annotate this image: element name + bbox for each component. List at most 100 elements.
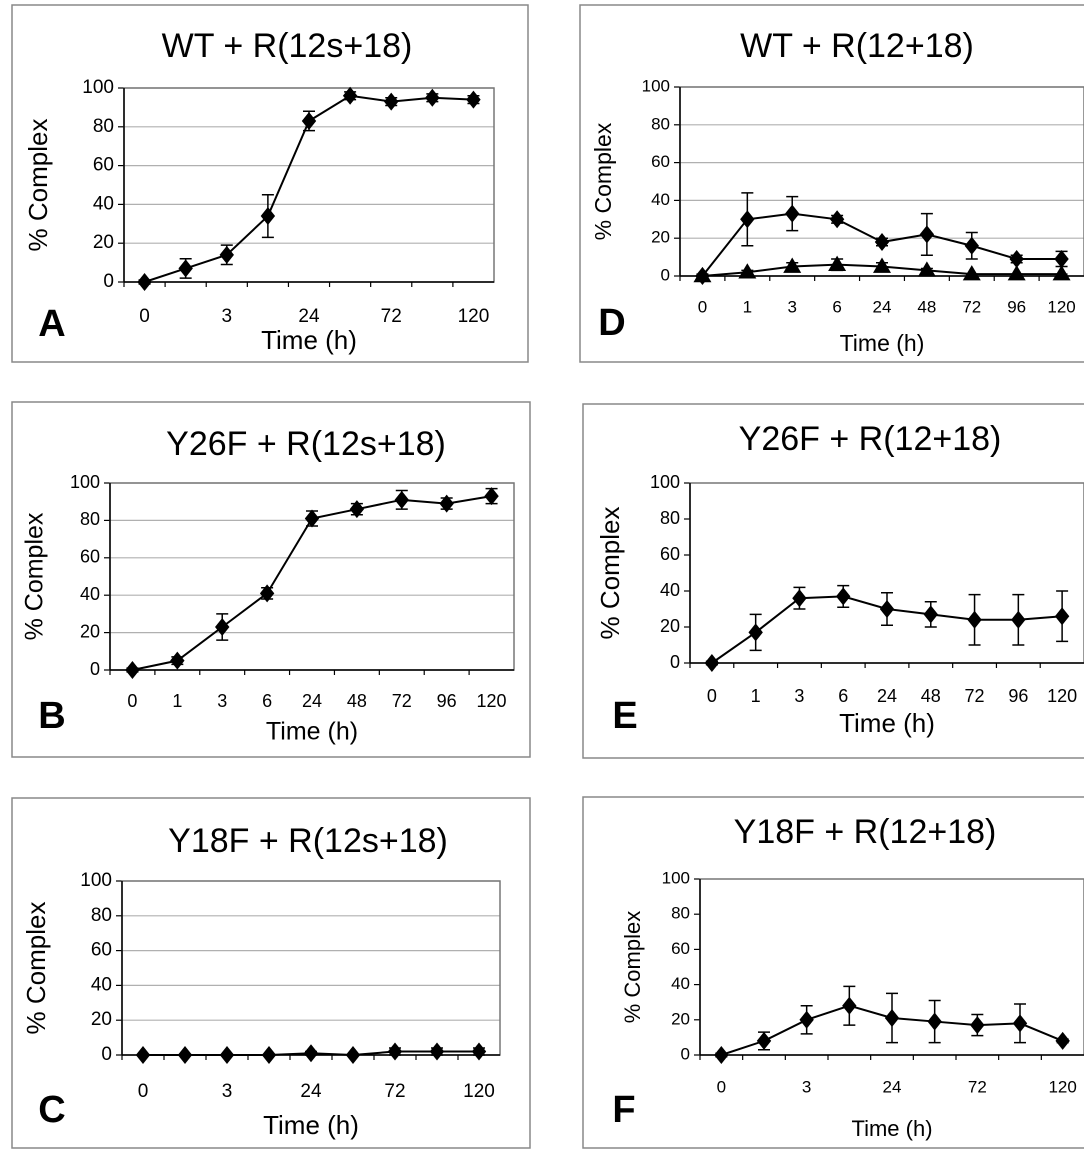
- panel: Y18F + R(12s+18) C Time (h) % Complex 0 20 40 6…: [11, 797, 531, 1149]
- y-tick-label: 80: [91, 905, 112, 926]
- y-tick-label: 0: [661, 265, 670, 284]
- x-tick-label: 3: [794, 686, 804, 706]
- data-point: [466, 90, 481, 109]
- y-tick-label: 40: [671, 974, 690, 993]
- x-tick-label: 0: [707, 686, 717, 706]
- y-tick-label: 20: [93, 232, 114, 253]
- data-point: [917, 261, 936, 277]
- data-point: [799, 1010, 814, 1029]
- y-tick-label: 100: [642, 76, 670, 95]
- x-tick-label: 0: [138, 1081, 149, 1102]
- y-tick-label: 100: [650, 472, 680, 492]
- data-point: [345, 1046, 361, 1064]
- y-axis-label: % Complex: [21, 512, 49, 640]
- panel: Y18F + R(12+18) F Time (h) % Complex 0 20 40 60…: [582, 796, 1084, 1149]
- chart-title: WT + R(12+18): [740, 27, 974, 65]
- data-point: [964, 236, 979, 255]
- data-point: [177, 1046, 193, 1064]
- data-point: [429, 1042, 445, 1061]
- x-tick-label: 120: [1048, 1077, 1076, 1096]
- x-tick-label: 0: [127, 691, 137, 711]
- y-axis-label: % Complex: [590, 122, 616, 240]
- data-point: [740, 210, 755, 229]
- data-point: [738, 263, 757, 279]
- data-point: [125, 661, 140, 679]
- data-point: [260, 207, 276, 226]
- plot-frame: [121, 880, 501, 1056]
- chart-title: WT + R(12s+18): [162, 27, 413, 65]
- data-point: [215, 617, 230, 636]
- data-point: [919, 225, 935, 244]
- x-tick-label: 120: [1047, 686, 1077, 706]
- data-point: [1011, 610, 1026, 629]
- x-tick-label: 120: [458, 306, 490, 327]
- y-tick-label: 20: [80, 621, 100, 641]
- y-tick-label: 40: [651, 190, 670, 209]
- x-tick-label: 48: [917, 297, 936, 316]
- data-point: [962, 265, 981, 281]
- data-point: [137, 273, 152, 291]
- y-tick-label: 80: [93, 116, 114, 137]
- x-tick-label: 72: [392, 691, 412, 711]
- data-point: [304, 509, 320, 528]
- data-point: [471, 1042, 487, 1061]
- x-tick-label: 0: [698, 297, 707, 316]
- data-point: [874, 232, 890, 251]
- data-point: [303, 1044, 319, 1063]
- x-axis-label: Time (h): [261, 325, 357, 355]
- data-point: [785, 204, 800, 223]
- data-point: [301, 111, 317, 130]
- y-tick-label: 60: [660, 544, 680, 564]
- chart-title: Y26F + R(12s+18): [166, 425, 446, 463]
- data-point: [714, 1046, 729, 1064]
- y-tick-label: 60: [80, 547, 100, 567]
- x-tick-label: 6: [838, 686, 848, 706]
- y-tick-label: 20: [651, 228, 670, 247]
- data-point: [261, 1046, 277, 1064]
- data-point: [836, 587, 851, 606]
- y-tick-label: 0: [101, 1044, 112, 1065]
- data-point: [1055, 1031, 1070, 1050]
- x-tick-label: 24: [298, 306, 320, 327]
- x-tick-label: 72: [962, 297, 981, 316]
- data-point: [1054, 607, 1070, 626]
- x-tick-label: 3: [787, 297, 796, 316]
- panel: Y26F + R(12s+18) B Time (h) % Complex 0 20 40 6…: [11, 401, 531, 758]
- x-axis-label: Time (h): [263, 1110, 359, 1140]
- y-tick-label: 60: [671, 939, 690, 958]
- y-tick-label: 100: [80, 870, 112, 891]
- panel-frame: [11, 401, 531, 758]
- data-point: [1007, 265, 1026, 281]
- data-point: [1012, 1014, 1028, 1033]
- data-point: [170, 651, 185, 670]
- x-tick-label: 24: [877, 686, 897, 706]
- y-tick-label: 40: [91, 974, 112, 995]
- x-tick-label: 24: [302, 691, 322, 711]
- x-tick-label: 120: [463, 1081, 495, 1102]
- x-tick-label: 24: [300, 1081, 322, 1102]
- y-tick-label: 100: [82, 77, 114, 98]
- data-point: [748, 623, 763, 642]
- panel-label: C: [38, 1089, 65, 1131]
- y-tick-label: 80: [660, 508, 680, 528]
- data-point: [425, 88, 440, 107]
- y-tick-label: 40: [660, 580, 680, 600]
- x-axis-label: Time (h): [851, 1116, 932, 1141]
- x-tick-label: 72: [381, 306, 402, 327]
- x-tick-label: 1: [172, 691, 182, 711]
- x-tick-label: 6: [832, 297, 841, 316]
- y-axis-label: % Complex: [595, 507, 625, 640]
- data-point: [394, 490, 409, 509]
- y-tick-label: 20: [671, 1009, 690, 1028]
- panel-label: B: [38, 695, 65, 737]
- data-point: [879, 600, 895, 618]
- data-point: [349, 500, 365, 519]
- y-tick-label: 60: [651, 152, 670, 171]
- y-axis-label: % Complex: [23, 119, 53, 252]
- x-axis-label: Time (h): [839, 708, 935, 738]
- x-tick-label: 96: [1007, 297, 1026, 316]
- panel-frame: [579, 4, 1084, 363]
- y-tick-label: 60: [91, 940, 112, 961]
